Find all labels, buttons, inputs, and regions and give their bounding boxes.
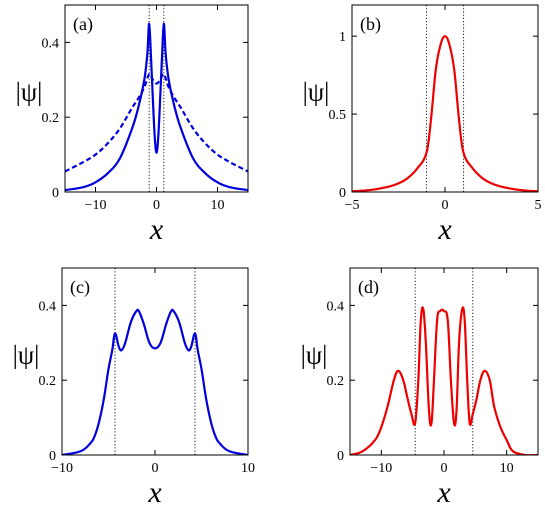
x-tick-label: −5 (345, 198, 360, 213)
y-axis-label: |ψ| (13, 341, 40, 370)
panel-b: −5 0 500.51(b)x|ψ| (303, 4, 542, 246)
y-axis-label: |ψ| (16, 78, 43, 107)
panel-label: (c) (70, 277, 90, 298)
x-axis-label: x (149, 213, 164, 246)
x-tick-label: 0 (153, 198, 160, 213)
panel-a: −10 0 10 0 0.2 0.4 (a) x |ψ| (16, 4, 249, 246)
y-axis-label: |ψ| (303, 78, 330, 107)
x-tick-label: 10 (211, 198, 225, 213)
x-tick-label: −10 (370, 461, 392, 476)
y-tick-label: 0.5 (329, 108, 347, 123)
y-tick-label: 0.4 (327, 299, 345, 314)
series-line-1 (65, 72, 248, 173)
y-tick-label: 0.4 (39, 299, 57, 314)
y-tick-label: 0.4 (42, 36, 60, 51)
y-tick-label: 0 (337, 449, 344, 464)
y-tick-label: 0.2 (327, 374, 345, 389)
x-tick-label: 10 (241, 461, 255, 476)
y-tick-label: 0 (339, 186, 346, 201)
x-tick-label: 5 (535, 198, 542, 213)
y-tick-label: 0 (49, 449, 56, 464)
y-tick-label: 0 (52, 186, 59, 201)
y-axis-label: |ψ| (301, 341, 328, 370)
x-axis-label: x (436, 476, 451, 509)
panel-label: (b) (360, 14, 381, 35)
y-tick-label: 1 (339, 30, 346, 45)
series-line-0 (352, 35, 538, 192)
y-tick-label: 0.2 (39, 374, 57, 389)
panel-label: (a) (73, 14, 93, 35)
series-line-0 (62, 308, 248, 455)
panel-d: −10 0 10 0 0.2 0.4 (d) x |ψ| (301, 267, 539, 509)
x-tick-label: −10 (85, 198, 107, 213)
x-tick-label: 0 (442, 198, 449, 213)
x-tick-label: 0 (152, 461, 159, 476)
x-axis-label: x (147, 476, 162, 509)
panel-label: (d) (358, 277, 379, 298)
x-tick-label: 10 (500, 461, 514, 476)
y-tick-label: 0.2 (42, 111, 60, 126)
x-tick-label: 0 (441, 461, 448, 476)
x-tick-label: −10 (51, 461, 73, 476)
x-axis-label: x (437, 213, 452, 246)
series-line-0 (350, 306, 538, 455)
series-line-0 (65, 22, 248, 192)
